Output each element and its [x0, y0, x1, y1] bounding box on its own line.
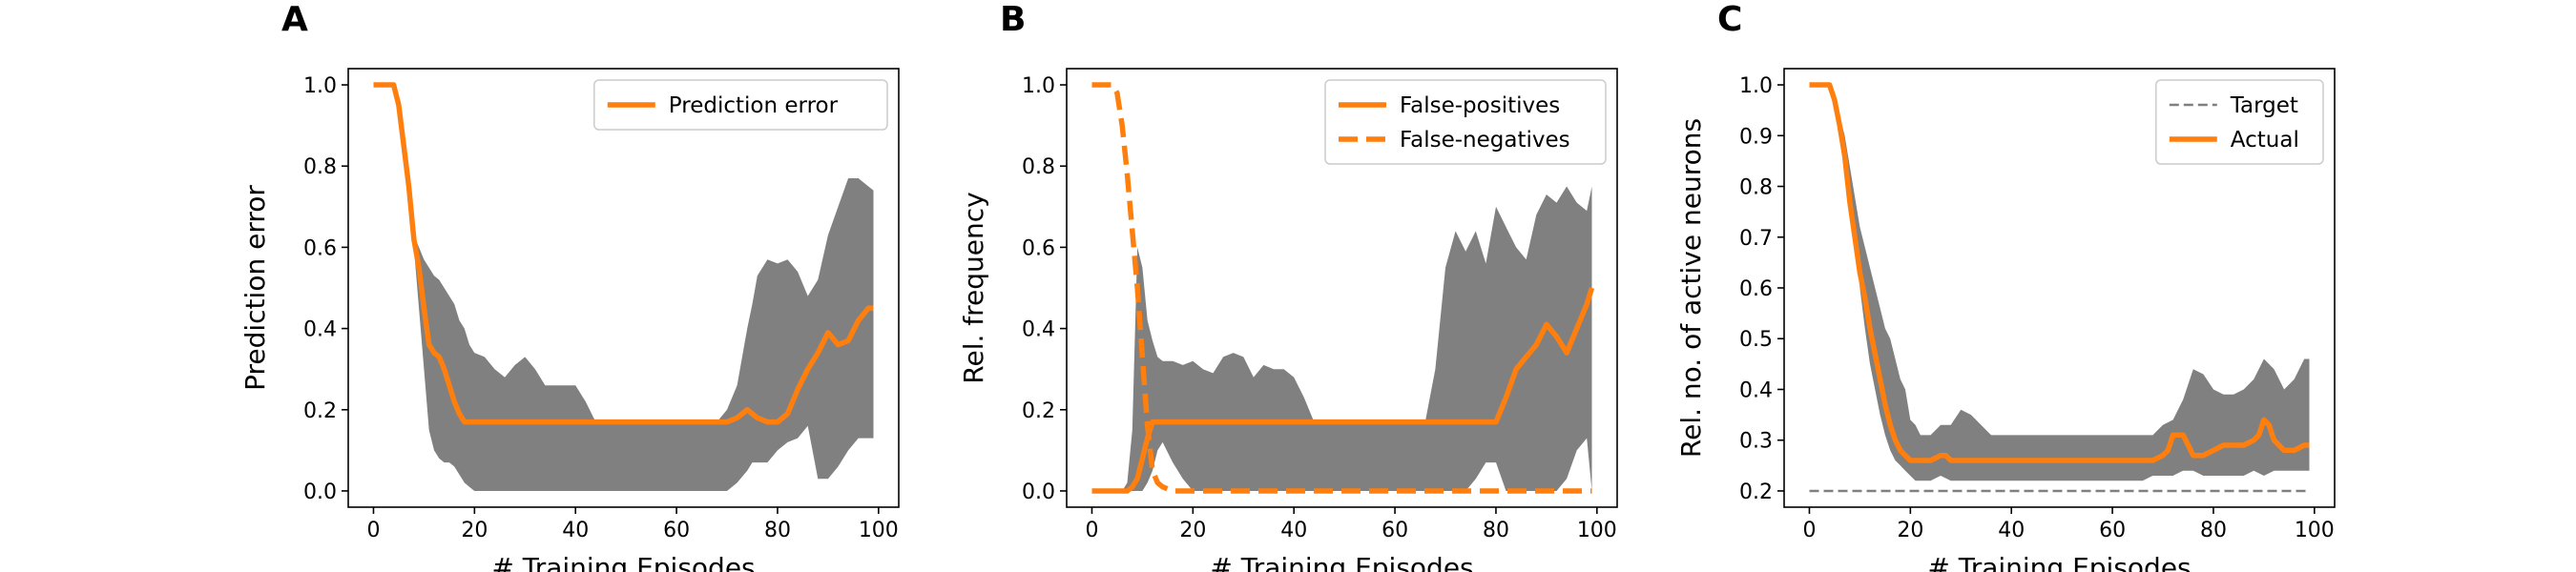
- y-tick-label: 0.3: [1739, 430, 1773, 454]
- x-tick-label: 20: [461, 519, 488, 542]
- y-tick-label: 0.8: [303, 155, 337, 179]
- panel-letter: A: [281, 0, 308, 39]
- panel-b: B 0 20 40 60 80 100 0.0 0.2 0.4 0.6 0.8 1.0 # Trainin…: [958, 0, 1618, 572]
- y-tick-label: 0.9: [1739, 125, 1773, 149]
- series-line-actual: [1809, 82, 2310, 463]
- x-tick-label: 0: [1085, 519, 1098, 542]
- plot-area: [1091, 82, 1595, 494]
- y-tick-label: 0.8: [1022, 155, 1055, 179]
- plot-area: [373, 82, 874, 491]
- y-tick-label: 0.2: [303, 399, 337, 423]
- variability-band: [373, 85, 874, 491]
- y-tick-label: 1.0: [1022, 74, 1055, 98]
- x-tick-label: 60: [663, 519, 690, 542]
- y-tick-label: 0.6: [1739, 277, 1773, 301]
- panel-letter: B: [1000, 0, 1026, 39]
- y-tick-label: 1.0: [1739, 74, 1773, 98]
- x-tick-label: 100: [2295, 519, 2335, 542]
- y-tick-label: 0.6: [1022, 236, 1055, 260]
- y-tick-label: 0.4: [1022, 318, 1055, 342]
- x-axis-label: # Training Episodes: [1927, 552, 2191, 572]
- y-tick-label: 0.8: [1739, 176, 1773, 200]
- series-line-prediction-error: [373, 82, 874, 425]
- panel-c: C 0 20 40 60 80 100 0.2 0.3 0.4 0.5 0.6 0.7 0.8 0.9 1.0…: [1675, 0, 2336, 572]
- x-tick-label: 80: [764, 519, 791, 542]
- y-axis-label: Rel. frequency: [958, 192, 989, 383]
- x-tick-label: 60: [2099, 519, 2126, 542]
- x-tick-label: 20: [1897, 519, 1923, 542]
- y-axis-label: Prediction error: [239, 185, 271, 391]
- legend-box: [593, 79, 888, 131]
- legend-label: False-negatives: [1400, 128, 1570, 153]
- x-tick-label: 20: [1179, 519, 1206, 542]
- axes-frame: [347, 68, 900, 508]
- legend-label: Actual: [2231, 128, 2299, 153]
- y-tick-label: 0.0: [1022, 480, 1055, 504]
- x-tick-label: 100: [859, 519, 899, 542]
- x-tick-label: 60: [1381, 519, 1408, 542]
- x-axis-label: # Training Episodes: [491, 552, 755, 572]
- series-line-false-positives: [1091, 287, 1595, 494]
- y-tick-label: 0.2: [1739, 480, 1773, 504]
- legend-label: Target: [2230, 93, 2298, 118]
- y-tick-label: 0.2: [1022, 399, 1055, 423]
- x-tick-label: 100: [1577, 519, 1617, 542]
- x-tick-label: 40: [1998, 519, 2025, 542]
- legend-label: False-positives: [1400, 93, 1560, 118]
- legend: Target Actual: [2155, 79, 2324, 165]
- x-tick-label: 80: [2200, 519, 2227, 542]
- y-axis-label: Rel. no. of active neurons: [1675, 118, 1707, 458]
- series-line-false-negatives: [1091, 82, 1592, 494]
- panel-letter: C: [1717, 0, 1742, 39]
- legend: False-positives False-negatives: [1324, 79, 1607, 165]
- x-tick-label: 40: [562, 519, 589, 542]
- y-tick-label: 0.6: [303, 236, 337, 260]
- legend-label: Prediction error: [669, 93, 839, 118]
- x-tick-label: 80: [1483, 519, 1509, 542]
- axes-frame: [1066, 68, 1618, 508]
- x-tick-label: 0: [1802, 519, 1816, 542]
- legend-box: [1324, 79, 1607, 165]
- plot-area: [1809, 82, 2310, 493]
- legend: Prediction error: [593, 79, 888, 131]
- x-axis-label: # Training Episodes: [1210, 552, 1473, 572]
- panel-a: A 0 20 40 60 80 100 0.0 0.2 0.4 0.6 0.8 1.0 # Trainin…: [239, 0, 900, 572]
- legend-box: [2155, 79, 2324, 165]
- x-tick-label: 40: [1280, 519, 1307, 542]
- y-tick-label: 0.7: [1739, 227, 1773, 251]
- y-tick-label: 1.0: [303, 74, 337, 98]
- x-tick-label: 0: [366, 519, 380, 542]
- variability-band: [1809, 85, 2310, 481]
- y-tick-label: 0.5: [1739, 328, 1773, 352]
- y-tick-label: 0.0: [303, 480, 337, 504]
- y-tick-label: 0.4: [303, 318, 337, 342]
- variability-band: [1091, 186, 1592, 491]
- y-tick-label: 0.4: [1739, 378, 1773, 402]
